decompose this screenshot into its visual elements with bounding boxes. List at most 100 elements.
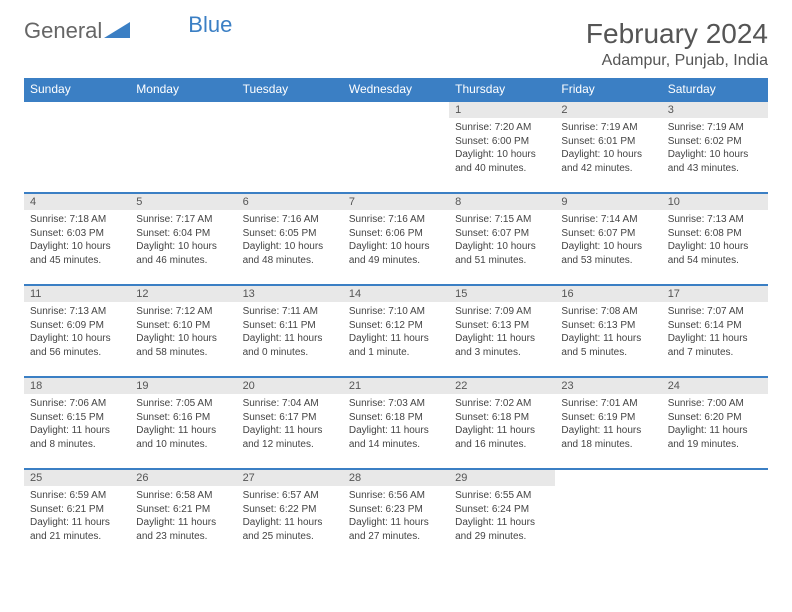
day-cell: 10Sunrise: 7:13 AMSunset: 6:08 PMDayligh… <box>662 193 768 285</box>
empty-cell <box>662 469 768 561</box>
day-cell: 25Sunrise: 6:59 AMSunset: 6:21 PMDayligh… <box>24 469 130 561</box>
date-number: 28 <box>343 470 449 486</box>
day-cell: 9Sunrise: 7:14 AMSunset: 6:07 PMDaylight… <box>555 193 661 285</box>
day-cell: 8Sunrise: 7:15 AMSunset: 6:07 PMDaylight… <box>449 193 555 285</box>
week-row: 1Sunrise: 7:20 AMSunset: 6:00 PMDaylight… <box>24 101 768 193</box>
date-number: 2 <box>555 102 661 118</box>
day-details: Sunrise: 7:02 AMSunset: 6:18 PMDaylight:… <box>449 394 555 454</box>
week-row: 18Sunrise: 7:06 AMSunset: 6:15 PMDayligh… <box>24 377 768 469</box>
day-details: Sunrise: 7:20 AMSunset: 6:00 PMDaylight:… <box>449 118 555 178</box>
day-cell: 21Sunrise: 7:03 AMSunset: 6:18 PMDayligh… <box>343 377 449 469</box>
day-details: Sunrise: 7:08 AMSunset: 6:13 PMDaylight:… <box>555 302 661 362</box>
date-number: 21 <box>343 378 449 394</box>
date-number: 15 <box>449 286 555 302</box>
day-cell: 3Sunrise: 7:19 AMSunset: 6:02 PMDaylight… <box>662 101 768 193</box>
day-cell: 7Sunrise: 7:16 AMSunset: 6:06 PMDaylight… <box>343 193 449 285</box>
day-details: Sunrise: 7:01 AMSunset: 6:19 PMDaylight:… <box>555 394 661 454</box>
day-cell: 13Sunrise: 7:11 AMSunset: 6:11 PMDayligh… <box>237 285 343 377</box>
day-cell: 2Sunrise: 7:19 AMSunset: 6:01 PMDaylight… <box>555 101 661 193</box>
day-cell: 4Sunrise: 7:18 AMSunset: 6:03 PMDaylight… <box>24 193 130 285</box>
day-cell: 11Sunrise: 7:13 AMSunset: 6:09 PMDayligh… <box>24 285 130 377</box>
empty-cell <box>24 101 130 193</box>
date-number: 27 <box>237 470 343 486</box>
day-details: Sunrise: 7:13 AMSunset: 6:08 PMDaylight:… <box>662 210 768 270</box>
date-number: 19 <box>130 378 236 394</box>
date-number: 10 <box>662 194 768 210</box>
day-details: Sunrise: 7:05 AMSunset: 6:16 PMDaylight:… <box>130 394 236 454</box>
empty-cell <box>555 469 661 561</box>
date-number: 14 <box>343 286 449 302</box>
day-header-thursday: Thursday <box>449 78 555 101</box>
date-number: 23 <box>555 378 661 394</box>
day-cell: 22Sunrise: 7:02 AMSunset: 6:18 PMDayligh… <box>449 377 555 469</box>
date-number: 8 <box>449 194 555 210</box>
day-cell: 14Sunrise: 7:10 AMSunset: 6:12 PMDayligh… <box>343 285 449 377</box>
day-cell: 20Sunrise: 7:04 AMSunset: 6:17 PMDayligh… <box>237 377 343 469</box>
date-number: 20 <box>237 378 343 394</box>
date-number: 1 <box>449 102 555 118</box>
month-title: February 2024 <box>586 18 768 50</box>
date-number: 17 <box>662 286 768 302</box>
logo-triangle-icon <box>104 20 130 43</box>
logo: General Blue <box>24 18 232 44</box>
day-header-tuesday: Tuesday <box>237 78 343 101</box>
empty-cell <box>343 101 449 193</box>
day-details: Sunrise: 6:57 AMSunset: 6:22 PMDaylight:… <box>237 486 343 546</box>
date-number: 4 <box>24 194 130 210</box>
date-number: 26 <box>130 470 236 486</box>
date-number: 11 <box>24 286 130 302</box>
day-cell: 27Sunrise: 6:57 AMSunset: 6:22 PMDayligh… <box>237 469 343 561</box>
day-header-wednesday: Wednesday <box>343 78 449 101</box>
day-details: Sunrise: 7:14 AMSunset: 6:07 PMDaylight:… <box>555 210 661 270</box>
date-number: 24 <box>662 378 768 394</box>
date-number: 6 <box>237 194 343 210</box>
day-cell: 19Sunrise: 7:05 AMSunset: 6:16 PMDayligh… <box>130 377 236 469</box>
day-details: Sunrise: 7:12 AMSunset: 6:10 PMDaylight:… <box>130 302 236 362</box>
title-block: February 2024 Adampur, Punjab, India <box>586 18 768 70</box>
day-details: Sunrise: 7:19 AMSunset: 6:01 PMDaylight:… <box>555 118 661 178</box>
day-cell: 12Sunrise: 7:12 AMSunset: 6:10 PMDayligh… <box>130 285 236 377</box>
day-cell: 24Sunrise: 7:00 AMSunset: 6:20 PMDayligh… <box>662 377 768 469</box>
day-cell: 6Sunrise: 7:16 AMSunset: 6:05 PMDaylight… <box>237 193 343 285</box>
day-header-saturday: Saturday <box>662 78 768 101</box>
date-number: 9 <box>555 194 661 210</box>
day-header-friday: Friday <box>555 78 661 101</box>
day-cell: 29Sunrise: 6:55 AMSunset: 6:24 PMDayligh… <box>449 469 555 561</box>
date-number: 13 <box>237 286 343 302</box>
date-number: 12 <box>130 286 236 302</box>
day-details: Sunrise: 7:06 AMSunset: 6:15 PMDaylight:… <box>24 394 130 454</box>
day-header-monday: Monday <box>130 78 236 101</box>
week-row: 11Sunrise: 7:13 AMSunset: 6:09 PMDayligh… <box>24 285 768 377</box>
day-details: Sunrise: 7:19 AMSunset: 6:02 PMDaylight:… <box>662 118 768 178</box>
day-details: Sunrise: 7:18 AMSunset: 6:03 PMDaylight:… <box>24 210 130 270</box>
date-number: 25 <box>24 470 130 486</box>
header: General Blue February 2024 Adampur, Punj… <box>0 0 792 78</box>
day-details: Sunrise: 7:03 AMSunset: 6:18 PMDaylight:… <box>343 394 449 454</box>
day-cell: 23Sunrise: 7:01 AMSunset: 6:19 PMDayligh… <box>555 377 661 469</box>
day-cell: 5Sunrise: 7:17 AMSunset: 6:04 PMDaylight… <box>130 193 236 285</box>
day-cell: 28Sunrise: 6:56 AMSunset: 6:23 PMDayligh… <box>343 469 449 561</box>
date-number: 18 <box>24 378 130 394</box>
day-details: Sunrise: 7:16 AMSunset: 6:06 PMDaylight:… <box>343 210 449 270</box>
day-cell: 16Sunrise: 7:08 AMSunset: 6:13 PMDayligh… <box>555 285 661 377</box>
day-details: Sunrise: 7:09 AMSunset: 6:13 PMDaylight:… <box>449 302 555 362</box>
date-number: 5 <box>130 194 236 210</box>
week-row: 25Sunrise: 6:59 AMSunset: 6:21 PMDayligh… <box>24 469 768 561</box>
location: Adampur, Punjab, India <box>586 52 768 70</box>
date-number: 16 <box>555 286 661 302</box>
day-details: Sunrise: 6:59 AMSunset: 6:21 PMDaylight:… <box>24 486 130 546</box>
day-details: Sunrise: 7:04 AMSunset: 6:17 PMDaylight:… <box>237 394 343 454</box>
day-details: Sunrise: 6:56 AMSunset: 6:23 PMDaylight:… <box>343 486 449 546</box>
day-cell: 15Sunrise: 7:09 AMSunset: 6:13 PMDayligh… <box>449 285 555 377</box>
day-details: Sunrise: 6:55 AMSunset: 6:24 PMDaylight:… <box>449 486 555 546</box>
week-row: 4Sunrise: 7:18 AMSunset: 6:03 PMDaylight… <box>24 193 768 285</box>
logo-text-general: General <box>24 18 102 44</box>
day-details: Sunrise: 7:11 AMSunset: 6:11 PMDaylight:… <box>237 302 343 362</box>
logo-text-blue: Blue <box>188 12 232 38</box>
calendar-table: SundayMondayTuesdayWednesdayThursdayFrid… <box>24 78 768 561</box>
day-header-sunday: Sunday <box>24 78 130 101</box>
date-number: 7 <box>343 194 449 210</box>
day-details: Sunrise: 7:15 AMSunset: 6:07 PMDaylight:… <box>449 210 555 270</box>
empty-cell <box>237 101 343 193</box>
day-details: Sunrise: 7:17 AMSunset: 6:04 PMDaylight:… <box>130 210 236 270</box>
